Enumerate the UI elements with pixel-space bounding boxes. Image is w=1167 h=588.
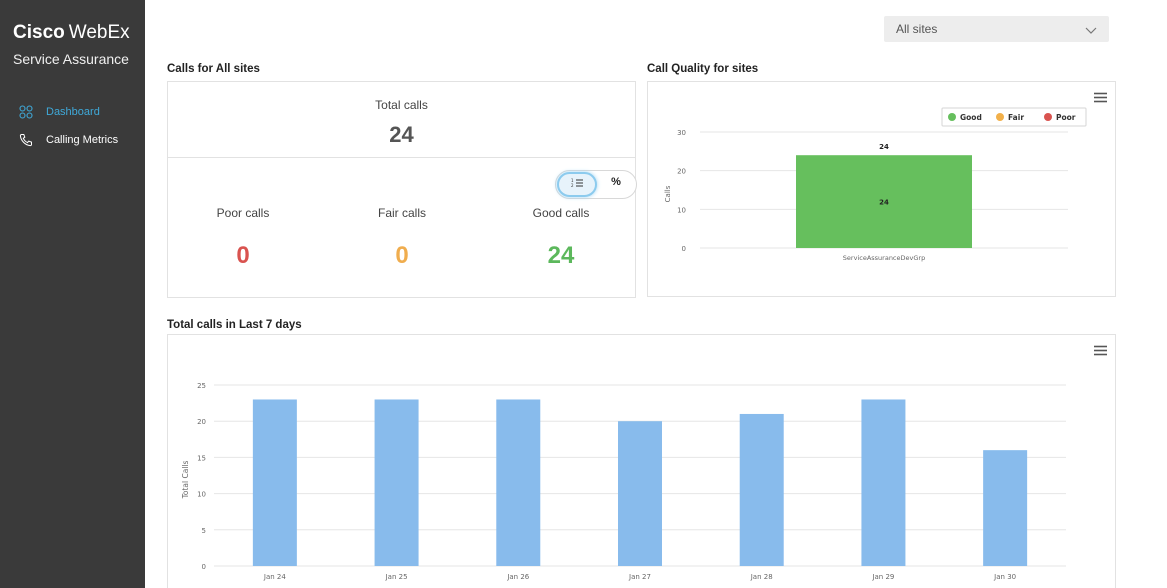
- bar-data-label: 24: [879, 199, 889, 207]
- poor-calls-metric: Poor calls 0: [168, 206, 318, 270]
- y-tick-label: 10: [677, 206, 686, 214]
- trend-panel: 0 5 10 15 20 25 Total Calls Jan 24 Jan 25 Jan 26 J…: [167, 334, 1116, 588]
- y-axis-label: Calls: [664, 185, 672, 202]
- y-tick-label: 15: [197, 454, 206, 462]
- y-tick-label: 0: [682, 245, 686, 253]
- sidebar: Cisco WebEx Service Assurance Dashboard C…: [0, 0, 145, 588]
- brand-bold: Cisco: [13, 22, 65, 43]
- toggle-percent-button[interactable]: %: [611, 176, 621, 188]
- divider: [168, 157, 635, 158]
- grid-icon: [18, 104, 34, 120]
- fair-calls-label: Fair calls: [377, 206, 426, 220]
- y-tick-label: 10: [197, 491, 206, 499]
- brand-light: WebEx: [68, 22, 130, 43]
- bar: [252, 399, 297, 566]
- phone-icon: [18, 132, 34, 148]
- summary-title: Calls for All sites: [167, 63, 260, 75]
- y-axis-label: Total Calls: [181, 461, 190, 500]
- legend-label: Fair: [1008, 113, 1024, 122]
- sidebar-item-dashboard[interactable]: Dashboard: [18, 103, 100, 121]
- y-tick-label: 20: [197, 418, 206, 426]
- y-tick-label: 0: [202, 563, 206, 571]
- site-select[interactable]: All sites: [884, 16, 1109, 42]
- trend-chart: 0 5 10 15 20 25 Total Calls Jan 24 Jan 25 Jan 26 J…: [181, 382, 1066, 581]
- quality-panel: 0 10 20 30 Calls 24 24 ServiceAssuranceDevGrp Go…: [647, 81, 1116, 297]
- bar: [983, 450, 1028, 566]
- svg-text:2: 2: [571, 183, 574, 188]
- sidebar-item-label: Calling Metrics: [46, 134, 119, 146]
- sidebar-item-calling-metrics[interactable]: Calling Metrics: [18, 131, 118, 149]
- x-tick-label: ServiceAssuranceDevGrp: [843, 254, 925, 262]
- good-calls-metric: Good calls 24: [486, 206, 636, 270]
- legend-marker-fair: [996, 113, 1004, 121]
- good-calls-value: 24: [547, 242, 575, 269]
- poor-calls-label: Poor calls: [216, 206, 270, 220]
- total-calls-value: 24: [389, 122, 414, 147]
- quality-chart: 0 10 20 30 Calls 24 24 ServiceAssuranceDevGrp Go…: [664, 107, 1087, 262]
- total-calls-label: Total calls: [375, 98, 428, 112]
- x-tick-label: Jan 26: [506, 573, 529, 581]
- brand-subtitle: Service Assurance: [13, 51, 129, 67]
- x-tick-label: Jan 29: [871, 573, 894, 581]
- fair-calls-value: 0: [395, 242, 409, 269]
- good-calls-label: Good calls: [532, 206, 590, 220]
- legend-marker-poor: [1044, 113, 1052, 121]
- brand-title: Cisco WebEx: [13, 22, 130, 44]
- trend-title: Total calls in Last 7 days: [167, 319, 302, 331]
- x-tick-label: Jan 28: [750, 573, 773, 581]
- sidebar-item-label: Dashboard: [46, 106, 100, 118]
- chart-menu-icon[interactable]: [1094, 345, 1107, 356]
- poor-calls-value: 0: [236, 242, 250, 269]
- x-tick-label: Jan 30: [993, 573, 1016, 581]
- bar-good: [796, 155, 972, 248]
- quality-title: Call Quality for sites: [647, 63, 759, 75]
- legend-label: Poor: [1056, 113, 1076, 122]
- y-tick-label: 20: [677, 168, 686, 176]
- fair-calls-metric: Fair calls 0: [327, 206, 477, 270]
- bar: [374, 399, 419, 566]
- site-select-value: All sites: [896, 22, 938, 36]
- y-tick-label: 5: [202, 527, 206, 535]
- x-tick-label: Jan 25: [385, 573, 408, 581]
- legend-marker-good: [948, 113, 956, 121]
- y-tick-label: 25: [197, 382, 206, 390]
- bar: [496, 399, 541, 566]
- y-tick-label: 30: [677, 129, 686, 137]
- chevron-down-icon: [1085, 23, 1097, 35]
- svg-text:1: 1: [571, 178, 574, 183]
- bar: [739, 413, 784, 566]
- legend-label: Good: [960, 113, 982, 122]
- x-tick-label: Jan 24: [263, 573, 286, 581]
- bar: [861, 399, 906, 566]
- x-tick-label: Jan 27: [628, 573, 651, 581]
- legend-box: [941, 107, 1087, 127]
- chart-menu-icon[interactable]: [1094, 92, 1107, 103]
- bar: [618, 421, 662, 566]
- bar-total-label: 24: [879, 143, 889, 151]
